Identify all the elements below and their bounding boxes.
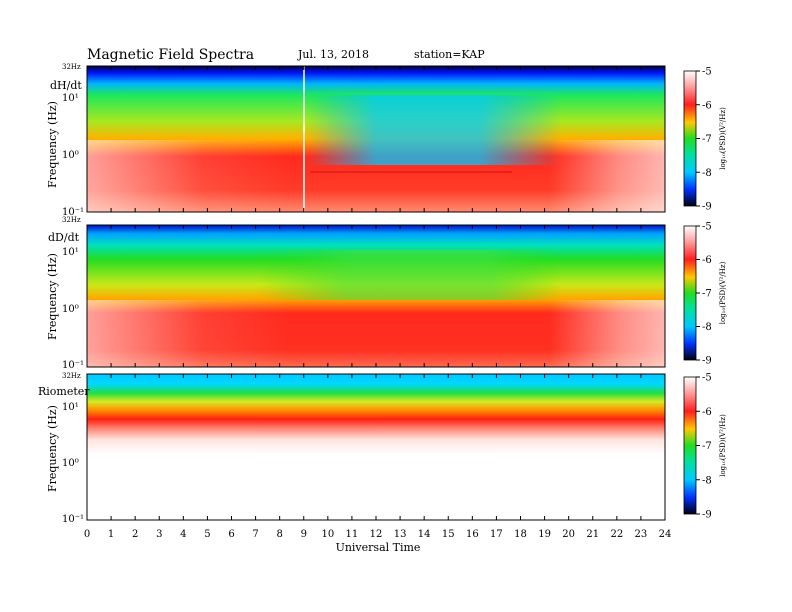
colorbar-2-tick-label-3: -8: [702, 322, 712, 333]
panel-dhdt-ticks: [86, 66, 666, 212]
panel-riometer-ytick-3: 10⁻¹: [62, 514, 84, 525]
x-tick-label-9: 9: [301, 529, 307, 540]
panel-dhdt-ylabel: Frequency (Hz): [46, 101, 59, 188]
x-tick-label-0: 0: [84, 529, 90, 540]
x-tick-label-16: 16: [466, 529, 479, 540]
x-tick-label-14: 14: [418, 529, 431, 540]
colorbar-2-tick-label-0: -5: [702, 222, 712, 233]
x-tick-label-23: 23: [635, 529, 648, 540]
colorbar-1-tick-label-3: -8: [702, 168, 712, 179]
panel-dddt-day-overlay: [87, 250, 665, 300]
x-tick-label-3: 3: [156, 529, 162, 540]
panel-dhdt-ytick-2: 10⁰: [62, 150, 79, 161]
x-tick-label-17: 17: [490, 529, 503, 540]
panel-dhdt-night-overlay: [87, 140, 665, 212]
panel-dddt-ticks: [86, 225, 666, 367]
x-tick-label-8: 8: [276, 529, 282, 540]
colorbars: -5 -6 -7 -8 -9 log₁₀(PSD)(V²/Hz) -5 -6 -7 -8 -9 log…: [683, 67, 727, 521]
colorbar-1-tick-label-0: -5: [702, 67, 712, 78]
panel-dhdt: 32Hz dH/dt 10¹ 10⁰ 10⁻¹ Frequency (Hz): [46, 63, 666, 218]
figure-station: station=KAP: [414, 48, 485, 61]
x-tick-labels: 0 1 2 3 4 5 6 7 8 9 10 11 12 13 14 15 16 17 18 19 20 21 22 23 24: [84, 529, 672, 540]
panel-dddt-night-overlay: [87, 300, 665, 367]
x-tick-label-6: 6: [228, 529, 234, 540]
x-tick-label-10: 10: [321, 529, 334, 540]
x-tick-label-12: 12: [370, 529, 383, 540]
colorbar-1-tick-label-2: -7: [702, 134, 712, 145]
colorbar-3-label: log₁₀(PSD)(V²/Hz): [719, 414, 727, 477]
x-tick-label-7: 7: [252, 529, 258, 540]
panel-riometer-heatmap: [87, 374, 665, 520]
panel-riometer: 32Hz Riometer 10¹ 10⁰ 10⁻¹ Frequency (Hz…: [38, 372, 671, 554]
x-tick-label-24: 24: [659, 529, 672, 540]
panel-riometer-ticks: [86, 374, 666, 520]
panel-riometer-ytick-1: 10¹: [62, 402, 79, 413]
colorbar-2-tick-label-1: -6: [702, 255, 712, 266]
panel-dddt-ytick-3: 10⁻¹: [62, 360, 84, 371]
colorbar-3-tick-label-4: -9: [702, 510, 712, 521]
figure-title: Magnetic Field Spectra: [87, 47, 254, 63]
panel-dhdt-ytick-3: 10⁻¹: [62, 207, 84, 218]
x-tick-label-11: 11: [346, 529, 359, 540]
x-tick-label-4: 4: [180, 529, 186, 540]
colorbar-2-tick-label-2: -7: [702, 289, 712, 300]
colorbar-3-tick-label-1: -6: [702, 407, 712, 418]
figure-date: Jul. 13, 2018: [297, 48, 369, 61]
x-tick-label-21: 21: [586, 529, 599, 540]
colorbar-3: [683, 376, 697, 515]
x-axis-label: Universal Time: [336, 541, 421, 554]
colorbar-1-tick-label-4: -9: [702, 202, 712, 213]
panel-riometer-ylabel: Frequency (Hz): [46, 405, 59, 492]
panel-dddt-label: dD/dt: [48, 231, 80, 244]
colorbar-2-tick-label-4: -9: [702, 356, 712, 367]
panel-dhdt-label: dH/dt: [50, 79, 82, 92]
colorbar-2: [683, 225, 697, 361]
x-tick-label-1: 1: [108, 529, 114, 540]
x-tick-label-2: 2: [132, 529, 138, 540]
panel-riometer-label: Riometer: [38, 385, 90, 398]
colorbar-3-tick-label-3: -8: [702, 475, 712, 486]
x-tick-label-13: 13: [394, 529, 407, 540]
colorbar-1-label: log₁₀(PSD)(V²/Hz): [719, 107, 727, 170]
panel-dddt-ylabel: Frequency (Hz): [46, 253, 59, 340]
x-tick-label-5: 5: [204, 529, 210, 540]
x-tick-label-18: 18: [514, 529, 527, 540]
panel-dddt-top-label: 32Hz: [62, 216, 81, 224]
panel-riometer-top-label: 32Hz: [62, 372, 81, 380]
x-tick-label-22: 22: [610, 529, 623, 540]
x-tick-label-15: 15: [442, 529, 455, 540]
panel-riometer-ytick-2: 10⁰: [62, 458, 79, 469]
colorbar-3-tick-label-0: -5: [702, 373, 712, 384]
panel-dddt-ytick-2: 10⁰: [62, 304, 79, 315]
colorbar-2-label: log₁₀(PSD)(V²/Hz): [719, 261, 727, 324]
colorbar-1-tick-label-1: -6: [702, 100, 712, 111]
colorbar-1: [683, 70, 697, 207]
panel-dhdt-ytick-1: 10¹: [62, 93, 79, 104]
panel-dddt: 32Hz dD/dt 10¹ 10⁰ 10⁻¹ Frequency (Hz): [46, 216, 666, 371]
colorbar-3-tick-label-2: -7: [702, 441, 712, 452]
panel-dddt-ytick-1: 10¹: [62, 247, 79, 258]
x-tick-label-20: 20: [562, 529, 575, 540]
panel-dhdt-top-label: 32Hz: [62, 63, 81, 71]
x-tick-label-19: 19: [538, 529, 551, 540]
